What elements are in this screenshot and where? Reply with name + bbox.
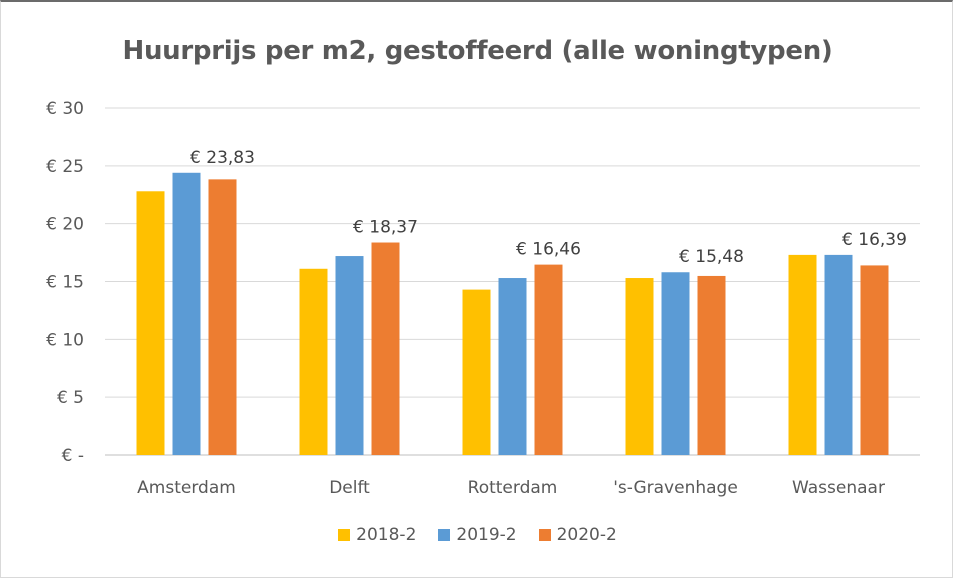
y-tick-label: € - [62,446,84,466]
bar-2020-2 [208,179,237,455]
bar-2019-2 [661,272,690,455]
bar-2019-2 [335,256,364,455]
chart-legend: 2018-2 2019-2 2020-2 [0,525,955,545]
data-label: € 16,39 [842,230,907,250]
y-tick-label: € 25 [46,157,84,177]
bar-2019-2 [172,172,201,456]
chart-title: Huurprijs per m2, gestoffeerd (alle woni… [122,36,833,66]
gridlines [105,107,920,456]
bar-2018-2 [299,268,328,455]
bar-2020-2 [534,264,563,455]
legend-swatch [438,529,451,541]
legend-label: 2020-2 [556,525,617,545]
bars [136,172,889,456]
data-label: € 18,37 [353,218,418,238]
bar-2018-2 [462,289,491,455]
legend-swatch [538,529,551,541]
bar-2018-2 [788,254,817,455]
x-category-label: Rotterdam [468,478,558,498]
legend-label: 2018-2 [356,525,417,545]
bar-2020-2 [860,265,889,455]
x-category-label: Amsterdam [137,478,236,498]
legend-swatch [338,529,351,541]
bar-2018-2 [625,278,654,455]
x-axis-categories: Amsterdam Delft Rotterdam 's-Gravenhage Wass… [137,478,885,498]
legend-item: 2018-2 [338,525,416,545]
y-tick-label: € 20 [46,215,84,235]
data-label: € 15,48 [679,247,744,267]
bar-2019-2 [824,254,853,455]
y-tick-label: € 15 [46,273,84,293]
y-tick-label: € 10 [46,330,84,350]
x-category-label: Wassenaar [792,478,885,498]
legend-item: 2020-2 [538,525,617,545]
legend-label: 2019-2 [456,525,517,545]
bar-2018-2 [136,191,165,455]
data-label: € 16,46 [516,240,581,260]
x-category-label: Delft [329,478,370,498]
data-label: € 23,83 [190,148,255,168]
bar-2019-2 [498,278,527,455]
bar-2020-2 [371,242,400,455]
x-category-label: 's-Gravenhage [613,478,738,498]
y-tick-label: € 30 [46,99,84,119]
y-tick-label: € 5 [57,388,84,408]
data-labels: € 23,83 € 18,37 € 16,46 € 15,48 € 16,39 [190,148,907,267]
y-axis-ticks: € - € 5 € 10 € 15 € 20 € 25 € 30 [46,99,84,466]
legend-item: 2019-2 [438,525,517,545]
bar-2020-2 [697,275,726,455]
